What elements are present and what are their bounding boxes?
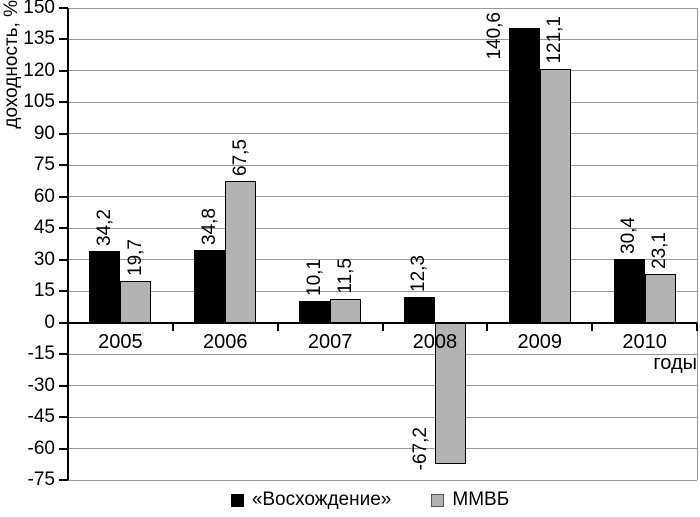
y-tick-label: 0 — [44, 311, 55, 333]
y-tick-label: 90 — [33, 122, 55, 144]
y-axis-tick — [59, 164, 68, 167]
y-tick-label: 60 — [33, 185, 55, 207]
y-axis-tick — [59, 7, 68, 9]
x-axis-tick — [696, 322, 698, 331]
legend-label-mmvb: ММВБ — [452, 489, 510, 510]
bar-value-label: -67,2 — [409, 426, 431, 470]
legend-swatch-black-square — [230, 493, 244, 507]
category-label-2005: 2005 — [98, 330, 143, 353]
bar-value-label: 121,1 — [544, 15, 566, 64]
y-axis-tick — [59, 290, 68, 293]
bar-value-label: 11,5 — [334, 257, 356, 294]
bar-value-label: 10,1 — [303, 259, 325, 297]
x-axis-tick — [591, 322, 594, 331]
bar-mmvb-2008 — [434, 322, 466, 464]
y-axis-tick — [59, 69, 68, 72]
y-axis-tick — [59, 321, 68, 324]
bar-value-label: 23,1 — [649, 232, 671, 270]
gridline — [68, 448, 697, 450]
gridline — [68, 227, 697, 229]
bar-value-label: 34,8 — [198, 207, 220, 245]
y-axis-tick — [59, 195, 68, 198]
category-label-2007: 2007 — [307, 330, 353, 353]
category-label-2006: 2006 — [203, 330, 248, 353]
gridline — [68, 385, 697, 387]
bar-voskhozhdenie-2008 — [403, 296, 435, 323]
gridline — [68, 70, 697, 72]
bar-mmvb-2005 — [120, 281, 152, 323]
plot-border-right — [697, 8, 698, 480]
x-axis-title: годы — [653, 352, 697, 374]
bar-value-label: 34,2 — [93, 208, 115, 246]
gridline — [68, 259, 697, 261]
x-axis-tick — [381, 322, 384, 331]
gridline — [68, 133, 697, 135]
bar-mmvb-2009 — [539, 68, 571, 323]
y-axis-tick — [59, 479, 68, 481]
y-axis-tick — [59, 258, 68, 261]
category-label-2008: 2008 — [412, 330, 458, 353]
gridline — [68, 196, 697, 198]
y-axis-tick — [59, 132, 68, 135]
y-tick-label: 120 — [23, 59, 55, 81]
bar-voskhozhdenie-2005 — [89, 250, 121, 323]
y-tick-label: 15 — [33, 280, 55, 302]
bar-mmvb-2010 — [644, 274, 676, 323]
y-axis-tick — [59, 101, 68, 104]
category-label-2009: 2009 — [517, 330, 563, 353]
y-tick-label: 150 — [23, 0, 55, 18]
y-tick-label: 45 — [33, 217, 55, 239]
y-axis-tick — [59, 384, 68, 387]
gridline — [68, 479, 697, 481]
y-axis-tick — [59, 416, 68, 419]
bar-value-label: 140,6 — [483, 12, 505, 60]
y-axis-line — [67, 8, 69, 480]
chart-legend: «Восхождение» ММВБ — [20, 489, 700, 511]
bar-value-label: 30,4 — [618, 216, 640, 254]
gridline — [68, 353, 697, 355]
bar-value-label: 19,7 — [124, 239, 146, 277]
y-tick-label: 75 — [33, 154, 55, 176]
bar-value-label: 12,3 — [408, 254, 430, 292]
gridline — [68, 290, 697, 292]
y-tick-label: 135 — [23, 28, 55, 50]
legend-swatch-gray-square — [431, 493, 445, 507]
gridline — [68, 101, 697, 103]
legend-item-mmvb: ММВБ — [431, 489, 509, 511]
bar-voskhozhdenie-2010 — [613, 258, 645, 323]
gridline — [68, 38, 697, 40]
y-tick-label: 105 — [23, 91, 55, 113]
y-axis-tick — [59, 227, 68, 230]
y-tick-label: -15 — [27, 343, 55, 365]
legend-label-voskhozhdenie: «Восхождение» — [251, 489, 392, 510]
bar-voskhozhdenie-2009 — [508, 27, 540, 323]
bar-value-label: 67,5 — [229, 139, 251, 177]
x-axis-tick — [67, 322, 69, 331]
y-axis-tick — [59, 353, 68, 356]
bar-voskhozhdenie-2006 — [194, 249, 226, 323]
y-tick-label: 30 — [33, 248, 55, 270]
x-axis-tick — [171, 322, 174, 331]
gridline — [68, 7, 697, 9]
y-tick-label: -30 — [27, 374, 55, 396]
bar-mmvb-2006 — [225, 181, 257, 323]
y-tick-label: -45 — [27, 406, 55, 428]
y-axis-tick — [59, 38, 68, 41]
y-axis-tick — [59, 447, 68, 450]
gridline — [68, 164, 697, 166]
gridline — [68, 416, 697, 418]
x-axis-tick — [276, 322, 279, 331]
y-tick-label: -60 — [27, 437, 55, 459]
bar-voskhozhdenie-2007 — [299, 301, 331, 323]
bar-mmvb-2007 — [330, 298, 362, 323]
x-axis-tick — [486, 322, 489, 331]
category-label-2010: 2010 — [622, 330, 667, 353]
legend-item-voskhozhdenie: «Восхождение» — [230, 489, 392, 511]
y-tick-label: -75 — [27, 469, 55, 490]
